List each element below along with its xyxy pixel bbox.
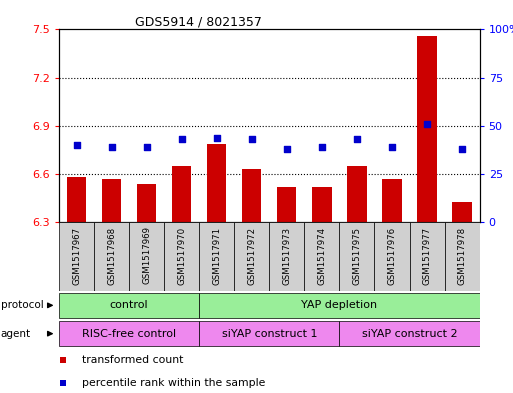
Bar — [199, 321, 340, 346]
Text: GSM1517968: GSM1517968 — [107, 226, 116, 285]
Text: GSM1517975: GSM1517975 — [352, 226, 362, 285]
Bar — [269, 222, 304, 291]
Bar — [409, 222, 445, 291]
Text: GSM1517969: GSM1517969 — [142, 226, 151, 285]
Point — [108, 144, 116, 151]
Text: siYAP construct 1: siYAP construct 1 — [222, 329, 317, 339]
Text: GSM1517978: GSM1517978 — [458, 226, 467, 285]
Text: GDS5914 / 8021357: GDS5914 / 8021357 — [135, 15, 262, 28]
Text: GSM1517970: GSM1517970 — [177, 226, 186, 285]
Bar — [94, 222, 129, 291]
Text: protocol: protocol — [1, 300, 43, 310]
Bar — [172, 166, 191, 222]
Bar — [340, 222, 374, 291]
Text: transformed count: transformed count — [82, 355, 184, 365]
Point — [177, 136, 186, 143]
Bar — [418, 36, 437, 222]
Point — [318, 144, 326, 151]
Text: percentile rank within the sample: percentile rank within the sample — [82, 378, 266, 388]
Point — [353, 136, 361, 143]
Point — [283, 146, 291, 152]
Bar — [382, 179, 402, 222]
Point — [388, 144, 396, 151]
Text: GSM1517977: GSM1517977 — [423, 226, 431, 285]
Bar — [164, 222, 199, 291]
Point — [143, 144, 151, 151]
Text: GSM1517967: GSM1517967 — [72, 226, 81, 285]
Bar — [374, 222, 409, 291]
Text: agent: agent — [1, 329, 31, 339]
Point — [248, 136, 256, 143]
Text: RISC-free control: RISC-free control — [82, 329, 176, 339]
Point — [212, 134, 221, 141]
Bar — [452, 202, 472, 222]
Text: YAP depletion: YAP depletion — [301, 300, 378, 310]
Bar — [129, 222, 164, 291]
Text: GSM1517972: GSM1517972 — [247, 226, 256, 285]
Bar — [347, 166, 367, 222]
Bar — [207, 144, 226, 222]
Bar — [59, 321, 199, 346]
Bar — [340, 321, 480, 346]
Text: control: control — [110, 300, 148, 310]
Text: GSM1517974: GSM1517974 — [318, 226, 326, 285]
Bar — [102, 179, 121, 222]
Bar — [312, 187, 331, 222]
Text: siYAP construct 2: siYAP construct 2 — [362, 329, 458, 339]
Point — [423, 121, 431, 127]
Bar — [137, 184, 156, 222]
Text: GSM1517971: GSM1517971 — [212, 226, 221, 285]
Text: GSM1517976: GSM1517976 — [387, 226, 397, 285]
Bar — [234, 222, 269, 291]
Bar — [277, 187, 297, 222]
Bar — [67, 177, 86, 222]
Bar — [304, 222, 340, 291]
Bar — [445, 222, 480, 291]
Point — [458, 146, 466, 152]
Bar — [59, 222, 94, 291]
Bar — [242, 169, 262, 222]
Bar — [199, 293, 480, 318]
Text: GSM1517973: GSM1517973 — [282, 226, 291, 285]
Bar — [59, 293, 199, 318]
Point — [72, 142, 81, 149]
Bar — [199, 222, 234, 291]
